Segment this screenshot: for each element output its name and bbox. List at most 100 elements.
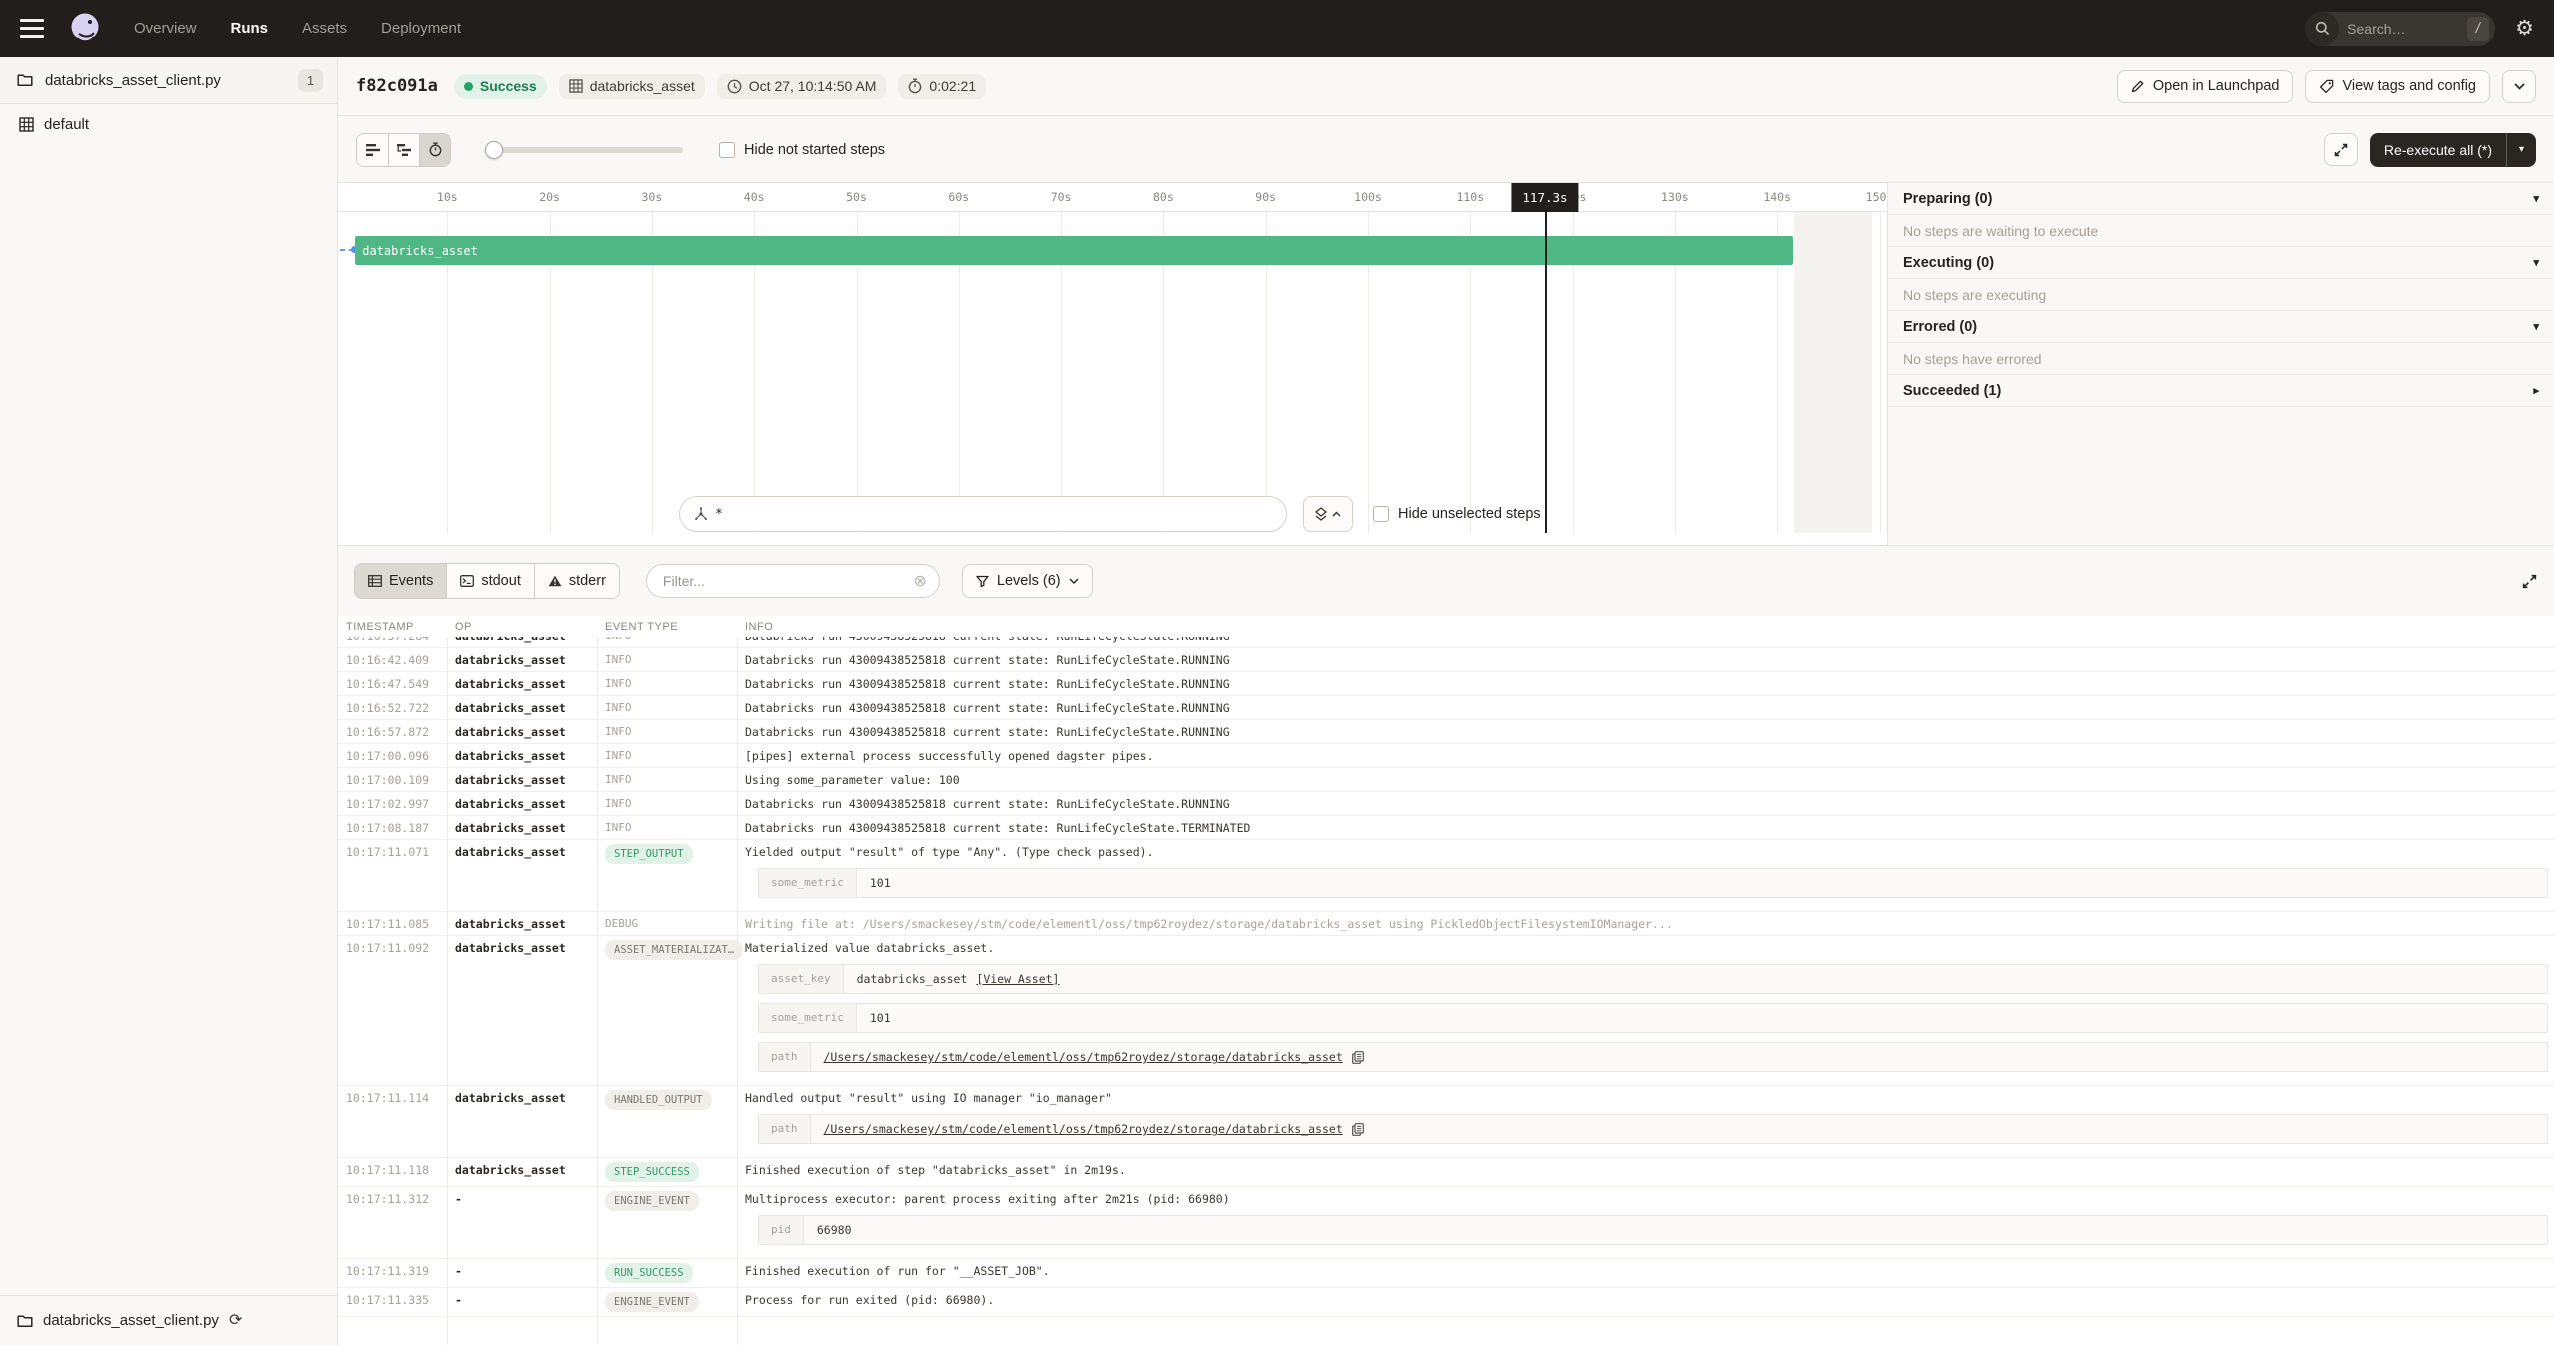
- search-input[interactable]: Search… /: [2305, 12, 2495, 46]
- sidebar-item-job-default[interactable]: default: [0, 104, 337, 144]
- dagster-logo[interactable]: [66, 10, 104, 48]
- gear-icon[interactable]: ⚙: [2515, 18, 2534, 39]
- log-tab-events[interactable]: Events: [355, 564, 446, 598]
- log-info: Databricks run 43009438525818 current st…: [737, 792, 2554, 815]
- menu-icon[interactable]: [20, 19, 44, 38]
- metadata-path-link[interactable]: /Users/smackesey/stm/code/elementl/oss/t…: [824, 1122, 1343, 1136]
- event-type-badge: HANDLED_OUTPUT: [605, 1090, 712, 1110]
- log-event-type: STEP_OUTPUT: [597, 840, 737, 868]
- flat-view-button[interactable]: [357, 134, 388, 166]
- log-info-text: Yielded output "result" of type "Any". (…: [745, 845, 2554, 859]
- log-row[interactable]: 10:17:08.187databricks_assetINFODatabric…: [338, 816, 2554, 840]
- sidebar-item-code-location[interactable]: databricks_asset_client.py 1: [0, 57, 337, 104]
- pencil-icon: [2131, 79, 2145, 93]
- selector-options-button[interactable]: [1303, 496, 1353, 532]
- column-header: Info: [737, 621, 2554, 633]
- log-row[interactable]: 10:16:52.722databricks_assetINFODatabric…: [338, 696, 2554, 720]
- log-tab-label: stderr: [569, 573, 606, 589]
- metadata-value-text: 101: [870, 1011, 891, 1025]
- copy-icon[interactable]: [1352, 1123, 1364, 1136]
- log-op: databricks_asset: [447, 936, 597, 959]
- log-event-type: INFO: [597, 672, 737, 694]
- nav-item-runs[interactable]: Runs: [231, 20, 269, 37]
- log-row[interactable]: 10:17:11.085databricks_assetDEBUGWriting…: [338, 912, 2554, 936]
- playhead-time-label: 117.3s: [1511, 183, 1578, 212]
- clear-filter-icon[interactable]: ⊗: [914, 571, 927, 591]
- log-row[interactable]: 10:17:11.114databricks_assetHANDLED_OUTP…: [338, 1086, 2554, 1158]
- zoom-slider-thumb[interactable]: [485, 141, 503, 159]
- step-selector-input[interactable]: *: [679, 496, 1287, 532]
- view-asset-link[interactable]: [View Asset]: [976, 972, 1059, 986]
- status-section-header[interactable]: Succeeded (1)▸: [1888, 375, 2554, 407]
- log-timestamp: 10:17:02.997: [338, 792, 447, 815]
- log-info-text: Writing file at: /Users/smackesey/stm/co…: [745, 917, 2554, 931]
- copy-icon[interactable]: [1352, 1051, 1364, 1064]
- run-actions-dropdown-button[interactable]: [2502, 70, 2536, 103]
- log-tab-label: Events: [389, 573, 433, 589]
- gantt-step-bar[interactable]: databricks_asset: [355, 236, 1792, 265]
- open-in-launchpad-button[interactable]: Open in Launchpad: [2117, 70, 2294, 103]
- log-tab-stderr[interactable]: stderr: [534, 564, 619, 598]
- nav-item-deployment[interactable]: Deployment: [381, 20, 461, 37]
- log-row[interactable]: 10:17:11.335-ENGINE_EVENTProcess for run…: [338, 1288, 2554, 1317]
- log-event-type: INFO: [597, 768, 737, 790]
- waterfall-view-button[interactable]: [388, 134, 419, 166]
- nav-items: Overview Runs Assets Deployment: [134, 20, 461, 37]
- expand-icon: [2333, 142, 2349, 158]
- asset-tag[interactable]: databricks_asset: [559, 74, 705, 99]
- metadata-value: 101: [857, 1004, 2547, 1032]
- event-type-badge: STEP_OUTPUT: [605, 844, 693, 864]
- zoom-slider[interactable]: [487, 147, 683, 153]
- view-tags-config-button[interactable]: View tags and config: [2305, 70, 2490, 103]
- gantt-filter-row: * Hide unselected steps: [338, 495, 1887, 533]
- hide-not-started-checkbox[interactable]: [719, 142, 735, 158]
- log-row[interactable]: 10:16:37.284databricks_assetINFODatabric…: [338, 637, 2554, 648]
- event-log-section: Events stdout stderr Filter... ⊗ Levels (6…: [338, 545, 2554, 1345]
- axis-tick-label: 30s: [642, 190, 663, 204]
- log-row[interactable]: 10:17:11.118databricks_assetSTEP_SUCCESS…: [338, 1158, 2554, 1187]
- clock-icon: [727, 79, 742, 94]
- hide-unselected-checkbox[interactable]: [1373, 506, 1389, 522]
- playhead-line[interactable]: [1545, 212, 1547, 533]
- log-event-type: RUN_SUCCESS: [597, 1259, 737, 1287]
- axis-tick-label: 80s: [1153, 190, 1174, 204]
- event-type-badge: RUN_SUCCESS: [605, 1263, 693, 1283]
- job-grid-icon: [19, 117, 34, 132]
- log-row[interactable]: 10:16:57.872databricks_assetINFODatabric…: [338, 720, 2554, 744]
- log-row[interactable]: 10:16:47.549databricks_assetINFODatabric…: [338, 672, 2554, 696]
- reexecute-button[interactable]: Re-execute all (*) ▾: [2370, 133, 2536, 167]
- log-info: Materialized value databricks_asset.asse…: [737, 936, 2554, 1085]
- nav-item-assets[interactable]: Assets: [302, 20, 347, 37]
- status-section-header[interactable]: Preparing (0)▾: [1888, 183, 2554, 215]
- nav-item-overview[interactable]: Overview: [134, 20, 197, 37]
- metadata-path-link[interactable]: /Users/smackesey/stm/code/elementl/oss/t…: [824, 1050, 1343, 1064]
- log-op: databricks_asset: [447, 696, 597, 719]
- chevron-up-icon: [1332, 511, 1341, 517]
- log-row[interactable]: 10:17:11.312-ENGINE_EVENTMultiprocess ex…: [338, 1187, 2554, 1259]
- log-row[interactable]: 10:17:11.092databricks_assetASSET_MATERI…: [338, 936, 2554, 1086]
- levels-dropdown[interactable]: Levels (6): [962, 564, 1093, 598]
- reload-icon[interactable]: ⟳: [229, 1313, 242, 1329]
- timed-view-button[interactable]: [419, 134, 450, 166]
- gantt-fullscreen-button[interactable]: [2324, 133, 2358, 166]
- reexecute-dropdown-caret[interactable]: ▾: [2506, 133, 2536, 167]
- log-row[interactable]: 10:17:00.096databricks_assetINFO[pipes] …: [338, 744, 2554, 768]
- log-filter-input[interactable]: Filter... ⊗: [646, 564, 940, 598]
- log-tab-stdout[interactable]: stdout: [446, 564, 534, 598]
- metadata-value: 101: [857, 869, 2547, 897]
- status-section-header[interactable]: Executing (0)▾: [1888, 247, 2554, 279]
- metadata-label: some_metric: [759, 869, 857, 897]
- log-row[interactable]: 10:17:11.319-RUN_SUCCESSFinished executi…: [338, 1259, 2554, 1288]
- log-row[interactable]: 10:17:11.071databricks_assetSTEP_OUTPUTY…: [338, 840, 2554, 912]
- log-op: databricks_asset: [447, 1086, 597, 1109]
- run-id[interactable]: f82c091a: [356, 76, 438, 96]
- status-section-header[interactable]: Errored (0)▾: [1888, 311, 2554, 343]
- flat-list-icon: [366, 144, 380, 156]
- log-row[interactable]: 10:16:42.409databricks_assetINFODatabric…: [338, 648, 2554, 672]
- log-op: databricks_asset: [447, 792, 597, 815]
- log-row[interactable]: 10:17:02.997databricks_assetINFODatabric…: [338, 792, 2554, 816]
- log-info: Finished execution of step "databricks_a…: [737, 1158, 2554, 1181]
- log-row[interactable]: 10:17:00.109databricks_assetINFOUsing so…: [338, 768, 2554, 792]
- op-selector-icon: [694, 507, 708, 521]
- log-fullscreen-button[interactable]: [2521, 573, 2538, 590]
